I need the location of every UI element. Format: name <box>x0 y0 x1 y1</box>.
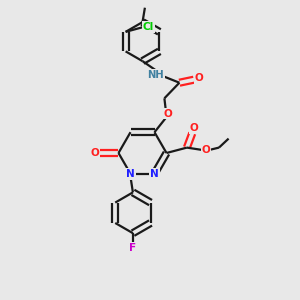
Text: O: O <box>163 109 172 118</box>
Text: O: O <box>189 123 198 133</box>
Text: NH: NH <box>147 70 164 80</box>
Text: O: O <box>90 148 99 158</box>
Text: N: N <box>150 169 159 179</box>
Text: F: F <box>129 243 137 253</box>
Text: N: N <box>126 169 135 179</box>
Text: Cl: Cl <box>142 22 154 32</box>
Text: O: O <box>202 145 211 155</box>
Text: O: O <box>195 73 204 83</box>
